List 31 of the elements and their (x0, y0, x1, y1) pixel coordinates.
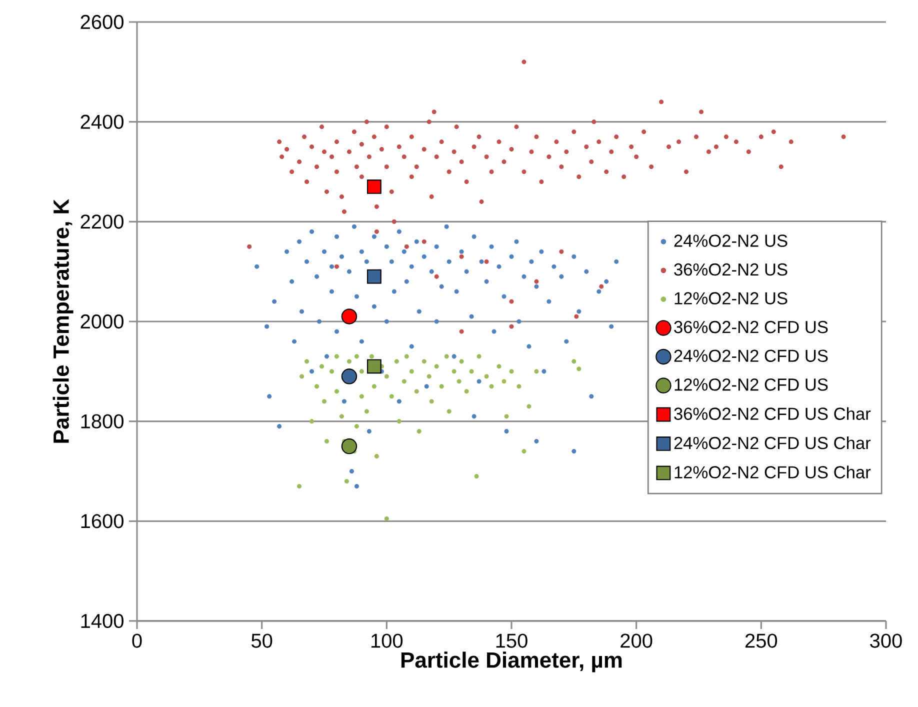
x-tick-label: 150 (496, 634, 528, 648)
x-tick-label: 200 (620, 634, 652, 648)
x-tick-label: 50 (252, 634, 272, 648)
y-tick-label: 2000 (80, 314, 124, 329)
legend-label: 12%O2-N2 CFD US Char (674, 466, 871, 478)
x-tick-label: 0 (132, 634, 142, 648)
y-tick-label: 2400 (80, 114, 124, 129)
y-tick-label: 2600 (80, 14, 124, 30)
legend-label: 24%O2-N2 CFD US (674, 350, 828, 362)
legend-label: 36%O2-N2 CFD US Char (674, 407, 871, 420)
point (366, 269, 382, 284)
point (341, 438, 358, 454)
legend-label: 24%O2-N2 US (674, 234, 788, 247)
legend-label: 36%O2-N2 US (674, 263, 788, 276)
x-tick-label: 300 (870, 634, 902, 648)
point (341, 308, 358, 324)
legend-label: 36%O2-N2 CFD US (674, 320, 828, 334)
legend-label: 12%O2-N2 US (674, 292, 788, 304)
x-tick-label: 250 (745, 634, 778, 648)
y-tick-label: 1600 (81, 514, 124, 528)
point (341, 368, 358, 384)
x-tick-label: 100 (372, 634, 403, 648)
y-tick-label: 1800 (81, 414, 124, 428)
x-axis-title: Particle Diameter, µm (401, 652, 622, 672)
legend-label: 24%O2-N2 CFD US Char (674, 436, 871, 450)
legend-label: 12%O2-N2 CFD US (674, 378, 828, 391)
point (366, 359, 382, 374)
y-tick-label: 1400 (81, 614, 124, 628)
point (366, 180, 382, 194)
y-axis-title: Particle Temperature, K (52, 199, 74, 443)
y-tick-label: 2200 (80, 214, 124, 229)
